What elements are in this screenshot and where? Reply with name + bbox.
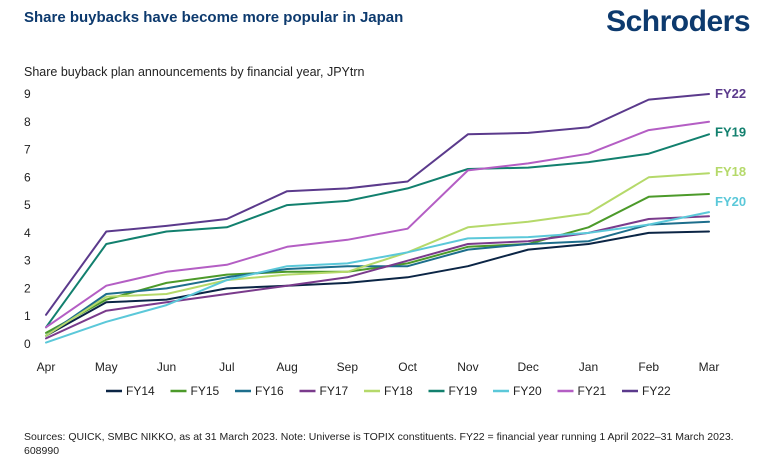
legend-label-fy22: FY22	[642, 384, 671, 398]
source-note: Sources: QUICK, SMBC NIKKO, as at 31 Mar…	[24, 431, 734, 457]
x-tick-label: Jan	[579, 360, 598, 374]
y-axis-ticks: 0 1 2 3 4 5 6 7 8 9	[24, 87, 31, 351]
x-tick-label: Feb	[638, 360, 659, 374]
legend-label-fy21: FY21	[578, 384, 607, 398]
series-lines	[45, 93, 710, 344]
series-line-fy14	[45, 230, 710, 337]
y-tick-label: 6	[24, 170, 31, 184]
end-label-fy18: FY18	[715, 164, 746, 179]
legend-label-fy14: FY14	[126, 384, 155, 398]
y-tick-label: 2	[24, 281, 31, 295]
y-tick-label: 5	[24, 198, 31, 212]
x-tick-label: Jun	[157, 360, 176, 374]
legend-label-fy16: FY16	[255, 384, 284, 398]
legend-label-fy15: FY15	[191, 384, 220, 398]
series-line-fy16	[45, 220, 710, 337]
chart-title: Share buybacks have become more popular …	[24, 9, 404, 26]
y-tick-label: 0	[24, 337, 31, 351]
end-label-fy22: FY22	[715, 86, 746, 101]
legend: FY14 FY15 FY16 FY17 FY18 FY19 FY20 FY21 FY22	[106, 384, 671, 398]
legend-label-fy17: FY17	[320, 384, 349, 398]
series-end-labels: FY22 FY19 FY18 FY20	[715, 86, 746, 209]
x-tick-label: Jul	[219, 360, 234, 374]
y-tick-label: 8	[24, 115, 31, 129]
x-tick-label: Oct	[398, 360, 417, 374]
end-label-fy20: FY20	[715, 194, 746, 209]
legend-label-fy20: FY20	[513, 384, 542, 398]
x-tick-label: Mar	[699, 360, 720, 374]
series-line-fy19	[45, 133, 710, 329]
schroders-logo: Schroders	[606, 5, 750, 38]
x-axis-ticks: Apr May Jun Jul Aug Sep Oct Nov Dec Jan Feb Mar	[37, 360, 720, 374]
y-tick-label: 9	[24, 87, 31, 101]
y-tick-label: 3	[24, 254, 31, 268]
series-line-fy15	[45, 193, 710, 334]
chart-subtitle: Share buyback plan announcements by fina…	[24, 65, 365, 79]
x-tick-label: Sep	[337, 360, 359, 374]
x-tick-label: Dec	[518, 360, 539, 374]
legend-label-fy19: FY19	[449, 384, 478, 398]
legend-label-fy18: FY18	[384, 384, 413, 398]
end-label-fy19: FY19	[715, 124, 746, 139]
x-tick-label: Apr	[37, 360, 56, 374]
series-line-fy20	[45, 211, 710, 344]
series-line-fy21	[45, 120, 710, 329]
series-line-fy22	[45, 93, 710, 316]
y-tick-label: 7	[24, 143, 31, 157]
series-line-fy18	[45, 172, 710, 337]
x-tick-label: Nov	[457, 360, 478, 374]
y-tick-label: 4	[24, 226, 31, 240]
y-tick-label: 1	[24, 309, 31, 323]
x-tick-label: May	[95, 360, 118, 374]
x-tick-label: Aug	[276, 360, 297, 374]
